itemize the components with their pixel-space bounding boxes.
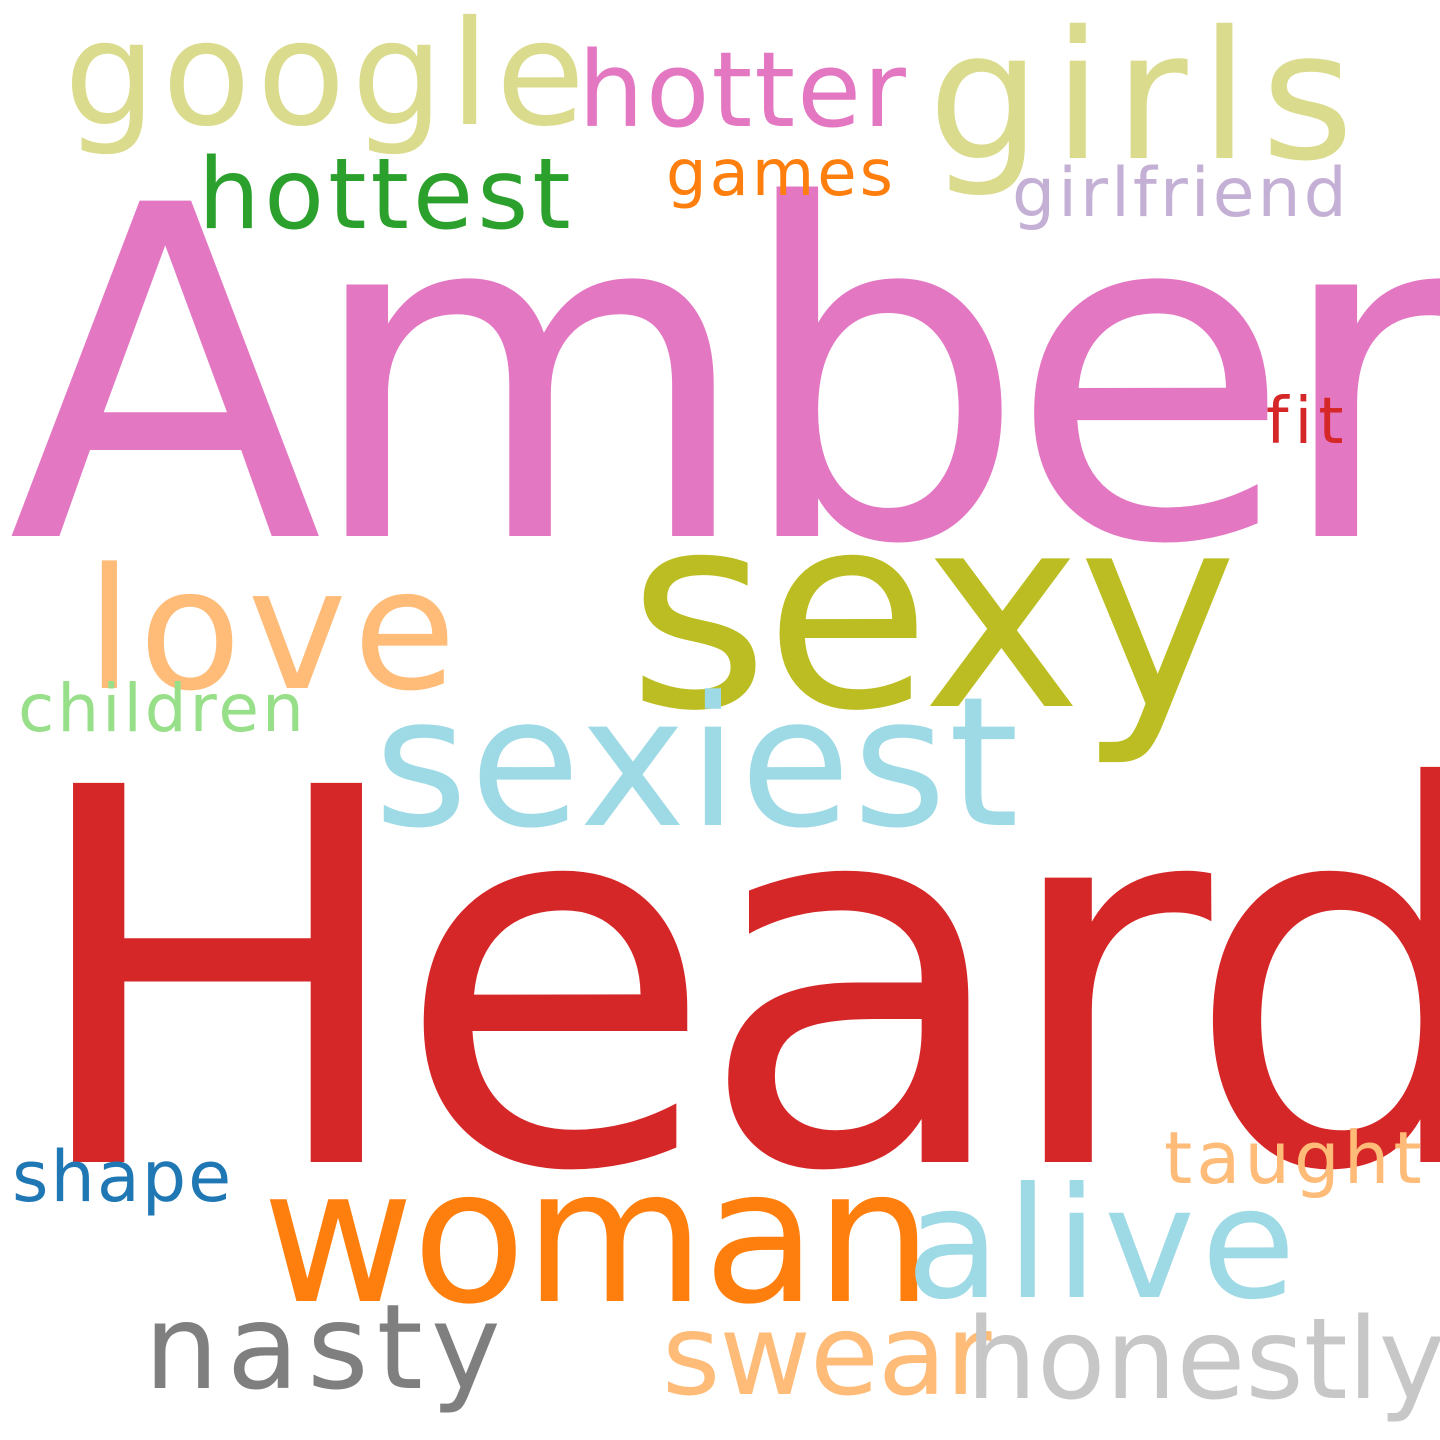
word-children: children	[18, 670, 307, 747]
word-woman: woman	[262, 1128, 933, 1345]
word-taught: taught	[1164, 1116, 1426, 1200]
word-amber: Amber	[8, 110, 1440, 645]
word-fit: fit	[1266, 385, 1350, 459]
word-honestly: honestly	[966, 1295, 1440, 1425]
word-games: games	[666, 137, 896, 211]
word-sexiest: sexiest	[374, 659, 1021, 868]
word-alive: alive	[906, 1155, 1302, 1334]
word-heard: Heard	[22, 679, 1440, 1285]
word-swear: swear	[662, 1291, 992, 1421]
word-google: google	[64, 0, 592, 159]
word-nasty: nasty	[144, 1278, 509, 1416]
word-hotter: hotter	[578, 29, 908, 151]
word-girlfriend: girlfriend	[1012, 154, 1350, 233]
word-hottest: hottest	[198, 138, 575, 252]
word-shape: shape	[12, 1136, 234, 1218]
word-love: love	[86, 532, 463, 728]
word-sexy: sexy	[628, 455, 1238, 770]
word-girls: girls	[928, 0, 1366, 200]
